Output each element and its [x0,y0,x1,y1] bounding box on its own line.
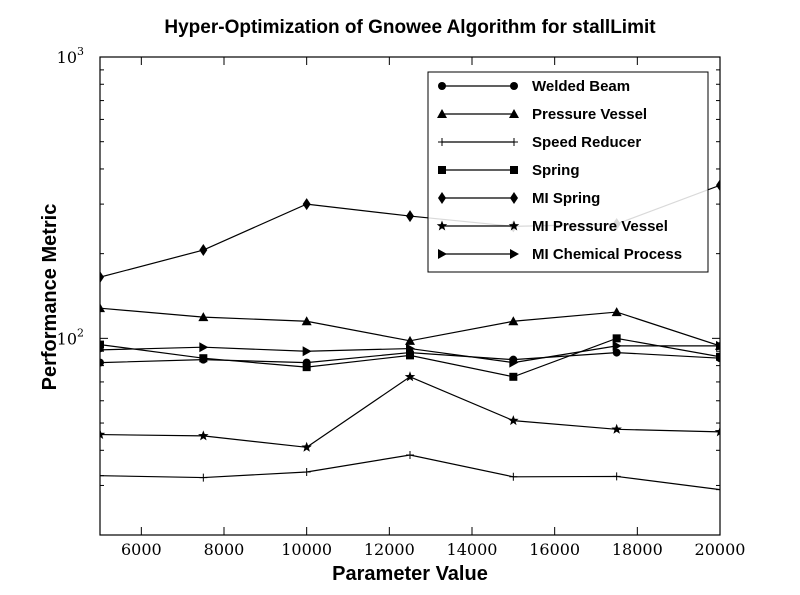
legend-marker [510,166,518,174]
data-point-speed-reducer [612,472,621,481]
legend-label: MI Pressure Vessel [532,218,668,235]
data-point-mi-spring [302,198,311,211]
legend: Welded Beam Pressure Vessel Speed Reducer S… [427,71,709,273]
data-point-speed-reducer [406,450,414,459]
plot-frame [99,56,721,536]
legend-item-pressure-vessel: Pressure Vessel [437,106,647,123]
data-point-welded-beam [100,358,104,367]
x-tick-label: 6000 [121,540,162,559]
legend-label: MI Chemical Process [532,246,682,263]
data-point-mi-pressure-vessel [198,430,209,441]
legend-marker [510,192,518,204]
x-tick-label: 8000 [204,540,245,559]
data-point-mi-chemical-process [199,342,209,353]
legend-marker [510,138,518,146]
data-point-spring [199,354,208,363]
data-point-spring [302,363,311,372]
data-point-mi-spring [716,179,720,192]
legend-label: MI Spring [532,190,600,207]
legend-item-mi-pressure-vessel: MI Pressure Vessel [436,218,668,235]
legend-marker [508,220,520,231]
data-point-mi-pressure-vessel [404,371,416,382]
series-layer [100,179,720,494]
legend-marker [437,109,447,118]
y-tick-label: 103 [57,45,84,67]
data-point-pressure-vessel [198,312,209,322]
legend-marker [438,138,446,146]
data-point-pressure-vessel [100,303,105,313]
data-point-speed-reducer [302,467,311,476]
data-point-mi-pressure-vessel [508,415,519,426]
legend-item-welded-beam: Welded Beam [438,78,630,95]
data-point-spring [406,351,414,360]
data-point-pressure-vessel [301,316,312,326]
legend-marker [510,82,518,90]
x-tick-label: 12000 [364,540,415,559]
data-point-mi-spring [406,210,414,223]
legend-marker [510,249,519,259]
data-point-spring [509,372,518,381]
data-point-mi-chemical-process [716,340,720,351]
legend-label: Pressure Vessel [532,106,647,123]
y-axis-label: Performance Metric [39,204,61,391]
legend-box [427,71,709,273]
data-point-speed-reducer [199,473,208,482]
series-pressure-vessel [100,303,720,350]
data-point-speed-reducer [716,485,720,494]
data-point-mi-chemical-process [612,340,622,351]
data-point-mi-chemical-process [302,346,312,357]
data-point-pressure-vessel [611,307,622,317]
data-point-mi-spring [199,244,208,257]
legend-marker [509,109,519,118]
series-speed-reducer [100,450,720,494]
data-point-speed-reducer [509,472,518,481]
x-axis-label: Parameter Value [332,563,488,585]
data-point-welded-beam [612,348,621,357]
data-point-pressure-vessel [508,316,519,326]
x-tick-label: 10000 [281,540,332,559]
legend-marker [436,220,448,231]
data-point-mi-pressure-vessel [301,441,312,452]
legend-marker [438,166,446,174]
legend-marker [438,82,446,90]
x-tick-label: 18000 [612,540,663,559]
series-mi-pressure-vessel [100,371,720,452]
data-point-mi-chemical-process [406,343,415,354]
data-point-spring [100,340,104,349]
series-mi-chemical-process [100,340,720,368]
legend-marker [438,249,447,259]
data-point-mi-pressure-vessel [100,429,106,440]
data-point-mi-chemical-process [100,347,105,353]
series-line-speed-reducer [100,454,720,491]
legend-item-mi-chemical-process: MI Chemical Process [438,246,682,263]
legend-label: Welded Beam [532,78,630,95]
data-point-mi-pressure-vessel [714,426,720,437]
x-tick-label: 14000 [447,540,498,559]
legend-item-speed-reducer: Speed Reducer [438,134,641,151]
x-tick-label: 20000 [695,540,746,559]
legend-label: Speed Reducer [532,134,641,151]
data-point-speed-reducer [100,471,104,480]
series-spring [100,334,720,381]
data-point-spring [716,352,720,361]
legend-marker [438,192,446,204]
axes: 6000 8000 10000 12000 14000 16000 18000 20000 10… [57,45,746,559]
legend-label: Spring [532,162,580,179]
data-point-pressure-vessel [405,335,415,345]
series-line-mi-pressure-vessel [100,376,720,448]
chart-title: Hyper-Optimization of Gnowee Algorithm f… [164,17,656,38]
legend-item-spring: Spring [438,162,580,179]
data-point-spring [612,334,621,343]
data-point-mi-pressure-vessel [611,423,622,434]
x-tick-label: 16000 [529,540,580,559]
data-point-mi-spring [100,271,104,284]
data-point-mi-chemical-process [509,357,519,368]
legend-item-mi-spring: MI Spring [438,190,600,207]
